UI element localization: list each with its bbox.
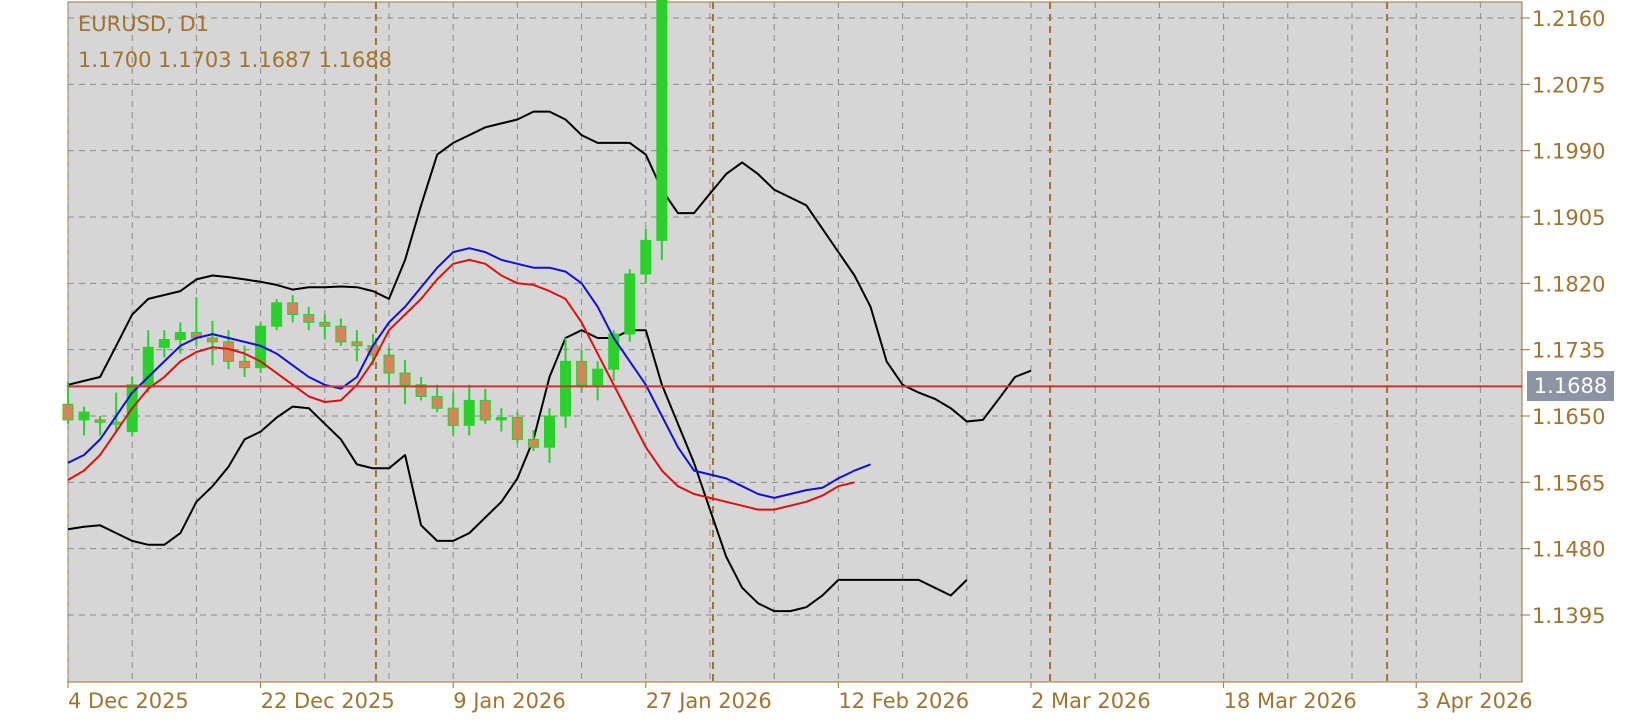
candle-body: [608, 333, 620, 370]
y-tick-label: 1.2160: [1532, 7, 1605, 31]
x-tick-label: 3 Apr 2026: [1416, 689, 1532, 713]
candle-body: [544, 415, 555, 448]
candle-body: [255, 325, 267, 369]
candle-body: [174, 331, 186, 341]
candle-body: [351, 341, 363, 347]
y-tick-label: 1.1480: [1532, 538, 1605, 562]
candle-body: [479, 399, 491, 421]
x-tick-label: 18 Mar 2026: [1224, 689, 1357, 713]
x-tick-label: 9 Jan 2026: [453, 689, 566, 713]
candle-body: [158, 339, 170, 348]
candle-body: [431, 395, 443, 409]
y-tick-label: 1.2075: [1532, 73, 1605, 97]
plot-area: [67, 1, 1523, 683]
candle-body: [335, 325, 347, 343]
candle-body: [78, 411, 90, 421]
candle-body: [624, 273, 636, 335]
candle-body: [592, 368, 604, 386]
y-tick-label: 1.1650: [1532, 405, 1605, 429]
y-tick-label: 1.1735: [1532, 339, 1605, 363]
candle-body: [527, 438, 539, 448]
candle-body: [303, 314, 315, 323]
candle-body: [447, 407, 459, 426]
candle-body: [142, 346, 154, 386]
current-price-badge: 1.1688: [1527, 371, 1614, 401]
candle-body: [239, 360, 251, 369]
ma-blue-line: [67, 247, 871, 499]
y-tick-label: 1.1565: [1532, 471, 1605, 495]
candle-body: [223, 341, 234, 362]
candle-body: [640, 239, 652, 275]
candle-body: [319, 321, 331, 327]
y-tick-label: 1.1990: [1532, 140, 1605, 164]
ohlc-readout: 1.1700 1.1703 1.1687 1.1688: [78, 48, 392, 72]
x-tick-label: 22 Dec 2025: [261, 689, 395, 713]
candle-body: [271, 302, 283, 327]
x-tick-label: 2 Mar 2026: [1031, 689, 1151, 713]
candle-body: [495, 417, 507, 421]
candle-body: [206, 337, 218, 343]
candle-body: [656, 0, 668, 241]
x-tick-label: 4 Dec 2025: [68, 689, 189, 713]
candle-body: [383, 354, 395, 374]
bollinger-upper-line: [67, 110, 1032, 423]
candle-body: [576, 360, 588, 386]
candle-body: [415, 384, 427, 397]
candle-body: [399, 372, 411, 386]
y-tick-label: 1.1820: [1532, 272, 1605, 296]
chart-title: EURUSD, D1: [78, 12, 209, 36]
candle-body: [287, 302, 299, 316]
x-tick-label: 27 Jan 2026: [646, 689, 772, 713]
candle-body: [560, 360, 572, 417]
x-tick-label: 12 Feb 2026: [838, 689, 969, 713]
ma-red-line: [67, 258, 855, 511]
y-tick-label: 1.1905: [1532, 206, 1605, 230]
y-tick-label: 1.1395: [1532, 604, 1605, 628]
candle-body: [511, 417, 523, 440]
candle-body: [62, 403, 74, 421]
candle-body: [94, 419, 106, 423]
bollinger-lower-line: [67, 329, 968, 613]
candle-body: [463, 399, 475, 426]
